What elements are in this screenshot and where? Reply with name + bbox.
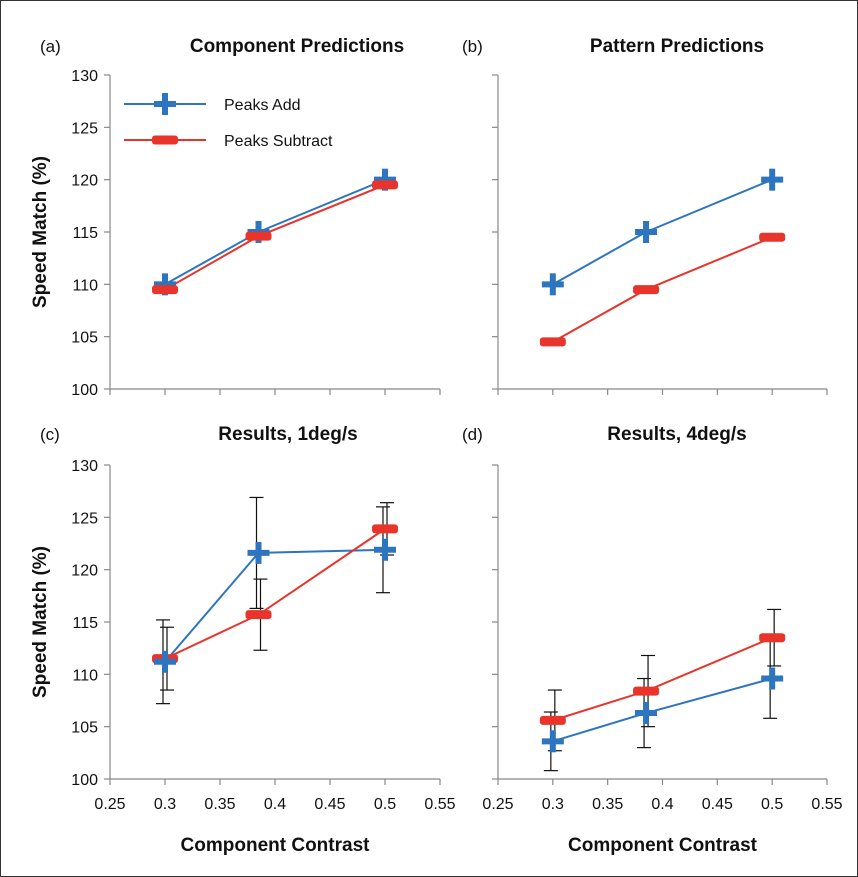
x-tick-label: 0.25 <box>94 796 125 813</box>
y-tick-label: 110 <box>72 667 98 684</box>
panel-label: (c) <box>40 425 60 444</box>
x-tick-label: 0.45 <box>314 796 345 813</box>
series-line-add <box>552 178 773 286</box>
x-axis-label: Component Contrast <box>568 835 758 856</box>
series-line-subtract <box>164 528 386 660</box>
data-point-subtract <box>633 686 660 696</box>
x-tick-label: 0.25 <box>482 796 513 813</box>
data-point-add <box>761 168 784 191</box>
legend-marker-subtract <box>152 135 178 145</box>
panel-label: (b) <box>462 37 483 56</box>
y-tick-label: 105 <box>71 720 98 737</box>
data-point-subtract <box>245 610 272 620</box>
y-tick-label: 120 <box>71 563 98 580</box>
y-tick-label: 125 <box>71 120 98 137</box>
panel-b: (b) Pattern Predictions <box>462 36 828 395</box>
y-tick-label: 100 <box>71 772 98 789</box>
data-point-subtract <box>152 285 178 295</box>
data-point-subtract <box>372 524 398 534</box>
panel-label: (d) <box>462 425 483 444</box>
x-tick-label: 0.5 <box>374 796 396 813</box>
data-point-add <box>541 273 564 296</box>
y-tick-label: 130 <box>71 68 98 85</box>
panel-title: Pattern Predictions <box>590 36 764 57</box>
y-tick-label: 130 <box>71 458 98 475</box>
x-tick-label: 0.4 <box>651 796 673 813</box>
x-tick-label: 0.5 <box>761 796 783 813</box>
data-point-subtract <box>245 231 272 241</box>
x-tick-label: 0.4 <box>264 796 286 813</box>
panel-label: (a) <box>40 37 61 56</box>
panel-title: Results, 1deg/s <box>218 424 357 445</box>
data-point-subtract <box>633 285 660 295</box>
data-point-subtract <box>539 715 566 725</box>
panel-title: Results, 4deg/s <box>607 424 746 445</box>
y-tick-label: 125 <box>71 510 98 527</box>
y-tick-label: 100 <box>71 382 98 399</box>
y-axis-label: Speed Match (%) <box>30 546 51 698</box>
data-point-subtract <box>759 633 786 643</box>
data-point-subtract <box>539 337 566 347</box>
data-point-add <box>635 702 658 725</box>
x-tick-label: 0.45 <box>702 796 733 813</box>
series-line-add <box>164 178 386 286</box>
data-point-subtract <box>759 232 786 242</box>
legend: Peaks Add Peaks Subtract <box>124 93 333 150</box>
x-axis-label: Component Contrast <box>181 835 371 856</box>
y-tick-label: 110 <box>72 277 98 294</box>
data-point-add <box>374 538 396 561</box>
y-tick-label: 105 <box>71 330 98 347</box>
x-tick-label: 0.55 <box>811 796 842 813</box>
x-tick-label: 0.3 <box>154 796 176 813</box>
y-tick-label: 115 <box>72 225 98 242</box>
y-axis-label: Speed Match (%) <box>30 156 51 308</box>
y-tick-label: 120 <box>71 173 98 190</box>
x-tick-label: 0.35 <box>592 796 623 813</box>
data-point-add <box>154 650 176 673</box>
y-tick-label: 115 <box>72 615 98 632</box>
data-point-add <box>247 541 270 564</box>
data-point-add <box>761 667 784 690</box>
data-point-add <box>635 221 658 243</box>
data-point-subtract <box>372 180 398 190</box>
data-point-add <box>541 730 564 753</box>
legend-marker-add <box>154 93 176 115</box>
x-tick-label: 0.55 <box>424 796 455 813</box>
series-line-subtract <box>164 183 386 291</box>
x-tick-label: 0.3 <box>542 796 564 813</box>
legend-label-subtract: Peaks Subtract <box>224 133 333 150</box>
series-line-add <box>164 548 386 663</box>
legend-label-add: Peaks Add <box>224 97 301 114</box>
series-line-subtract <box>552 236 773 343</box>
panel-title: Component Predictions <box>190 36 404 57</box>
panel-c: (c) Results, 1deg/s 100 105 110 115 120 125 130 0… <box>30 424 456 856</box>
panel-a: (a) Component Predictions 100 105 110 115 120 1… <box>30 36 441 399</box>
panel-d: (d) Results, 4deg/s 0.25 0.3 0.35 0.4 0.45 0.5 0… <box>462 424 843 856</box>
x-tick-label: 0.35 <box>204 796 235 813</box>
